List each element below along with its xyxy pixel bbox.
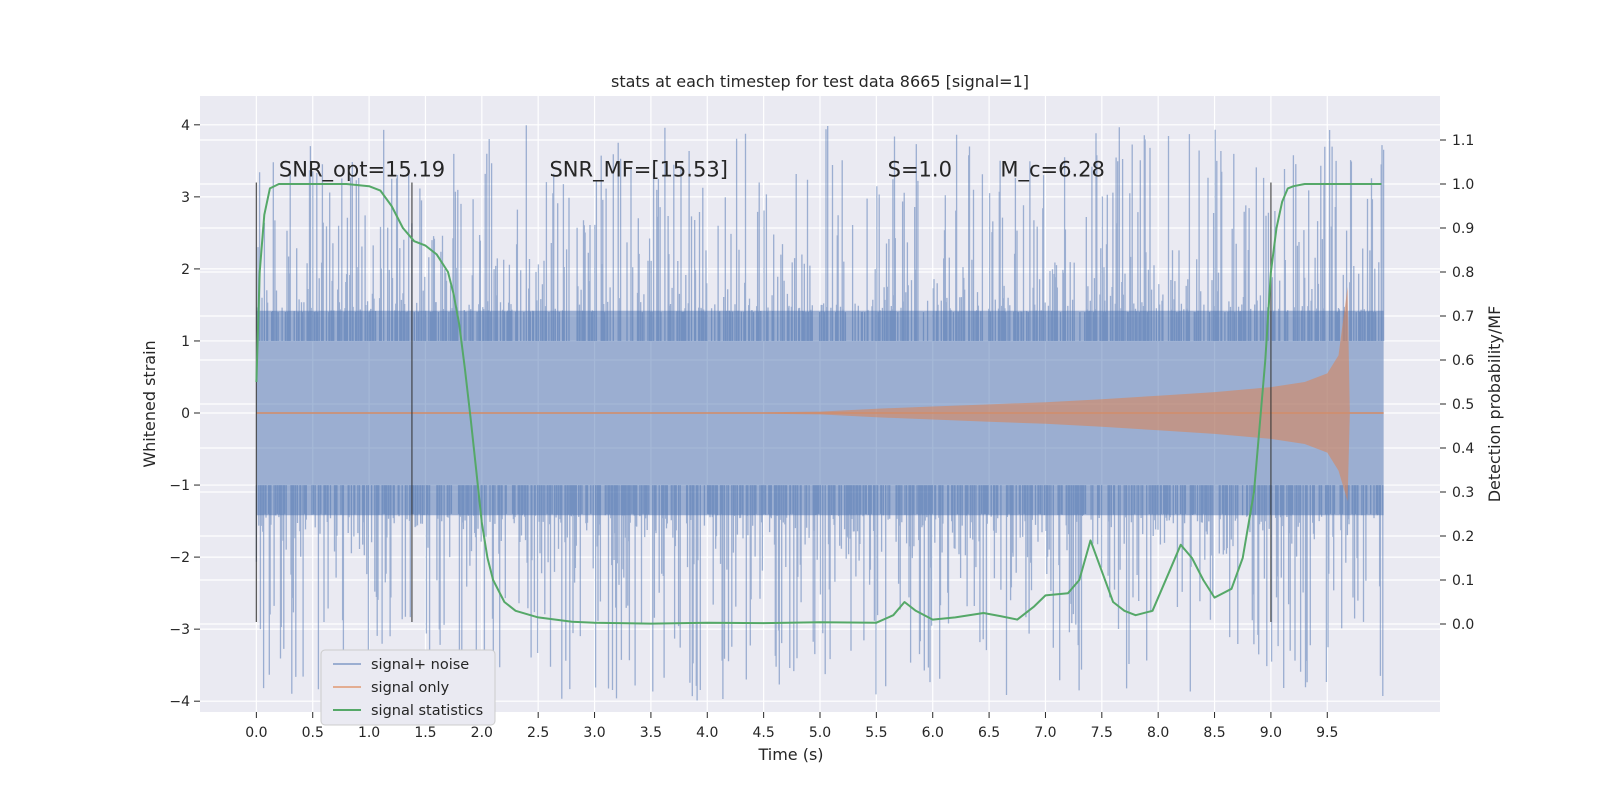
x-tick-label: 5.5: [865, 725, 887, 741]
y-axis-right-ticks: 1.1 1.0 0.9 0.8 0.7 0.6 0.5 0.4 0.3 0.2 0.1 0.0: [1440, 133, 1474, 633]
y-tick-left-label: 1: [181, 334, 190, 350]
y-tick-left-label: 0: [181, 406, 190, 422]
x-tick-label: 3.0: [583, 725, 605, 741]
y-axis-right-label: Detection probability/MF: [1485, 306, 1504, 503]
legend-label-signal-only: signal only: [371, 680, 450, 696]
y-tick-right-label: 1.1: [1452, 133, 1474, 149]
y-tick-left-label: 2: [181, 262, 190, 278]
x-tick-label: 0.5: [302, 725, 324, 741]
series-signal-only: [256, 286, 1384, 502]
y-tick-right-label: 0.5: [1452, 397, 1474, 413]
annotation-2: S=1.0: [888, 158, 952, 182]
chart-title: stats at each timestep for test data 866…: [611, 72, 1029, 91]
x-tick-label: 9.0: [1260, 725, 1282, 741]
y-tick-right-label: 0.3: [1452, 485, 1474, 501]
y-tick-left-label: −3: [169, 622, 190, 638]
annotation-3: M_c=6.28: [1000, 158, 1105, 183]
y-tick-left-label: −4: [169, 694, 190, 710]
legend: signal+ noise signal only signal statist…: [320, 649, 496, 726]
x-tick-label: 6.5: [978, 725, 1000, 741]
annotations: SNR_opt=15.19 SNR_MF=[15.53] S=1.0 M_c=6.28: [279, 158, 1105, 183]
x-tick-label: 3.5: [640, 725, 662, 741]
x-tick-label: 7.5: [1091, 725, 1113, 741]
series-signal-statistics: [255, 183, 1382, 625]
y-tick-right-label: 0.2: [1452, 529, 1474, 545]
y-tick-right-label: 1.0: [1452, 177, 1474, 193]
y-tick-right-label: 0.0: [1452, 617, 1474, 633]
y-tick-left-label: −2: [169, 550, 190, 566]
y-axis-left-label: Whitened strain: [140, 340, 159, 467]
y-tick-left-label: −1: [169, 478, 190, 494]
x-tick-label: 4.0: [696, 725, 718, 741]
x-axis-ticks: 0.0 0.5 1.0 1.5 2.0 2.5 3.0 3.5 4.0 4.5 5.0 5.5 6.0 6…: [245, 712, 1338, 741]
x-tick-label: 9.5: [1316, 725, 1338, 741]
y-tick-left-label: 4: [181, 118, 190, 134]
legend-label-signal-statistics: signal statistics: [371, 703, 483, 719]
y-tick-right-label: 0.8: [1452, 265, 1474, 281]
y-tick-right-label: 0.9: [1452, 221, 1474, 237]
vertical-lines: [255, 182, 1272, 622]
x-tick-label: 8.0: [1147, 725, 1169, 741]
x-tick-label: 0.0: [245, 725, 267, 741]
x-tick-label: 2.0: [471, 725, 493, 741]
annotation-0: SNR_opt=15.19: [279, 158, 445, 183]
x-tick-label: 6.0: [922, 725, 944, 741]
signal-statistics-line: [255, 183, 1382, 625]
x-tick-label: 8.5: [1203, 725, 1225, 741]
x-tick-label: 1.5: [414, 725, 436, 741]
annotation-1: SNR_MF=[15.53]: [549, 158, 727, 183]
y-tick-right-label: 0.6: [1452, 353, 1474, 369]
y-tick-left-label: 3: [181, 190, 190, 206]
x-tick-label: 1.0: [358, 725, 380, 741]
x-tick-label: 7.0: [1034, 725, 1056, 741]
y-tick-right-label: 0.7: [1452, 309, 1474, 325]
y-tick-right-label: 0.4: [1452, 441, 1474, 457]
x-tick-label: 5.0: [809, 725, 831, 741]
legend-box: [320, 649, 496, 726]
legend-label-signal-noise: signal+ noise: [371, 657, 469, 673]
x-tick-label: 2.5: [527, 725, 549, 741]
x-axis-label: Time (s): [757, 745, 823, 764]
y-axis-left-ticks: 4 3 2 1 0 −1 −2 −3 −4: [169, 118, 200, 710]
x-tick-label: 4.5: [753, 725, 775, 741]
y-tick-right-label: 0.1: [1452, 573, 1474, 589]
